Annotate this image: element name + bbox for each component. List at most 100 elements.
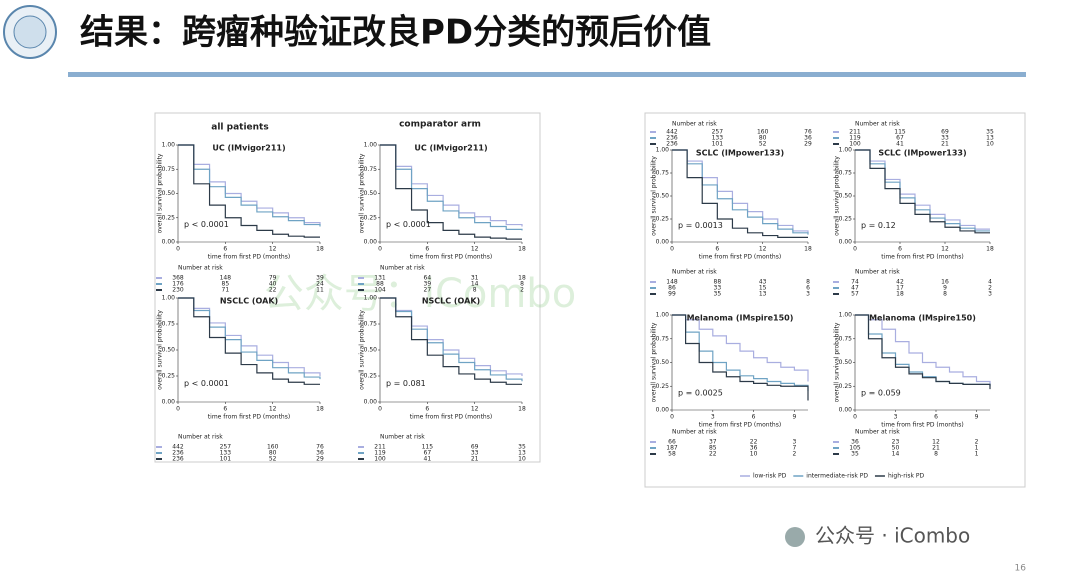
- risk-title: Number at risk: [672, 121, 717, 128]
- risk-count: 22: [269, 287, 277, 294]
- risk-title: Number at risk: [380, 265, 425, 272]
- risk-count: 39: [424, 281, 432, 288]
- risk-count: 14: [471, 281, 479, 288]
- risk-count: 148: [220, 275, 232, 282]
- y-tick-label: 1.00: [162, 142, 176, 149]
- risk-count: 236: [172, 456, 184, 463]
- risk-count: 52: [759, 141, 767, 148]
- legend-label: high-risk PD: [888, 473, 925, 480]
- x-tick-label: 12: [759, 246, 767, 253]
- risk-count: 13: [518, 450, 526, 457]
- x-tick-label: 6: [425, 406, 429, 413]
- y-tick-label: 0.50: [656, 359, 670, 366]
- risk-count: 16: [941, 279, 949, 286]
- risk-count: 22: [709, 451, 717, 458]
- risk-count: 42: [896, 279, 904, 286]
- survival-curve: [855, 314, 991, 390]
- risk-count: 211: [374, 444, 386, 451]
- risk-count: 17: [896, 285, 904, 292]
- x-tick-label: 12: [269, 406, 277, 413]
- risk-count: 148: [666, 279, 678, 286]
- risk-count: 211: [849, 129, 861, 136]
- y-tick-label: 1.00: [364, 142, 378, 149]
- survival-curve: [178, 297, 320, 385]
- brand: 公众号 · iCombo: [815, 524, 970, 548]
- y-axis-label: overall survival probability: [359, 153, 366, 233]
- x-axis-label: time from first PD (months): [699, 422, 781, 429]
- risk-count: 27: [424, 287, 432, 294]
- risk-count: 21: [932, 445, 940, 452]
- risk-title: Number at risk: [855, 429, 900, 436]
- survival-curve: [380, 144, 523, 231]
- y-axis-label: overall survival probability: [157, 153, 164, 233]
- risk-count: 15: [759, 285, 767, 292]
- survival-curve: [380, 297, 523, 376]
- x-tick-label: 12: [471, 406, 479, 413]
- risk-count: 10: [518, 456, 526, 463]
- x-axis-label: time from first PD (months): [208, 414, 290, 421]
- risk-count: 99: [668, 291, 676, 298]
- y-tick-label: 0.75: [162, 321, 176, 328]
- page-number: 16: [1015, 564, 1027, 574]
- x-tick-label: 0: [853, 414, 857, 421]
- y-tick-label: 0.00: [162, 239, 176, 246]
- risk-count: 36: [750, 445, 758, 452]
- p-value: p = 0.0025: [678, 388, 723, 397]
- x-tick-label: 3: [711, 414, 715, 421]
- x-tick-label: 6: [223, 406, 227, 413]
- survival-curve: [178, 144, 320, 238]
- y-tick-label: 0.75: [839, 170, 853, 177]
- risk-count: 40: [269, 281, 277, 288]
- watermark: 公众号：iCombo: [264, 271, 576, 317]
- x-tick-label: 0: [176, 406, 180, 413]
- y-tick-label: 0.75: [364, 321, 378, 328]
- x-tick-label: 0: [176, 246, 180, 253]
- risk-title: Number at risk: [672, 429, 717, 436]
- risk-count: 13: [759, 291, 767, 298]
- x-tick-label: 6: [425, 246, 429, 253]
- risk-count: 37: [709, 439, 717, 446]
- y-tick-label: 0.50: [656, 193, 670, 200]
- x-tick-label: 12: [941, 246, 949, 253]
- y-tick-label: 1.00: [364, 295, 378, 302]
- y-axis-label: overall survival probability: [651, 156, 658, 236]
- risk-count: 80: [759, 135, 767, 142]
- risk-count: 18: [518, 275, 526, 282]
- left-panel: [154, 112, 541, 463]
- survival-curve: [855, 149, 990, 232]
- survival-curve: [672, 149, 809, 233]
- risk-count: 18: [896, 291, 904, 298]
- risk-count: 230: [172, 287, 184, 294]
- risk-count: 7: [792, 445, 796, 452]
- risk-count: 33: [714, 285, 722, 292]
- y-tick-label: 0.25: [839, 216, 853, 223]
- risk-count: 442: [666, 129, 678, 136]
- p-value: p = 0.0013: [678, 221, 723, 230]
- risk-count: 119: [849, 135, 861, 142]
- risk-count: 3: [792, 439, 796, 446]
- survival-curve: [855, 314, 991, 387]
- risk-count: 69: [471, 444, 479, 451]
- x-tick-label: 6: [934, 414, 938, 421]
- risk-count: 85: [222, 281, 230, 288]
- x-tick-label: 18: [316, 406, 324, 413]
- risk-count: 8: [473, 287, 477, 294]
- risk-count: 86: [668, 285, 676, 292]
- risk-count: 6: [806, 285, 810, 292]
- survival-curve: [672, 314, 809, 401]
- x-tick-label: 12: [269, 246, 277, 253]
- risk-count: 105: [849, 445, 861, 452]
- x-tick-label: 0: [670, 414, 674, 421]
- plot-title: Melanoma (IMspire150): [687, 314, 794, 323]
- risk-count: 66: [668, 439, 676, 446]
- y-tick-label: 0.25: [364, 214, 378, 221]
- risk-count: 76: [804, 129, 812, 136]
- y-tick-label: 0.00: [839, 407, 853, 414]
- survival-curve: [178, 297, 321, 376]
- risk-count: 119: [374, 450, 386, 457]
- risk-count: 115: [422, 444, 434, 451]
- x-tick-label: 6: [715, 246, 719, 253]
- risk-count: 69: [941, 129, 949, 136]
- survival-curve: [178, 297, 321, 380]
- risk-count: 2: [988, 285, 992, 292]
